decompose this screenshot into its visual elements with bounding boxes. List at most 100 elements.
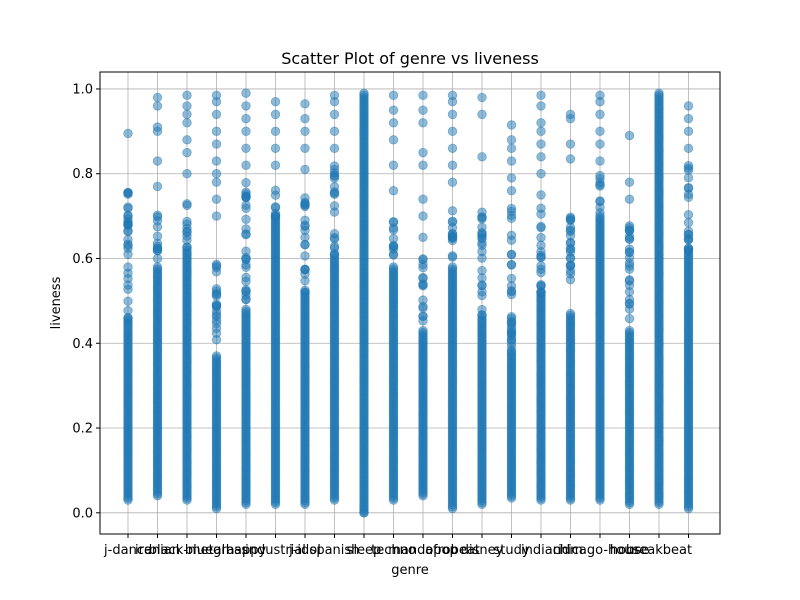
data-point: [270, 96, 281, 107]
data-point: [300, 164, 310, 175]
data-point: [624, 287, 635, 297]
series-indian: [536, 90, 546, 505]
data-point: [388, 90, 399, 101]
data-point: [241, 229, 251, 239]
data-point: [536, 250, 546, 261]
y-tick-label: 1.0: [72, 82, 93, 97]
data-point: [270, 126, 281, 137]
data-point: [182, 109, 192, 120]
data-point: [329, 250, 340, 260]
data-point: [152, 253, 163, 264]
data-point: [241, 126, 251, 137]
x-axis-label: genre: [391, 563, 429, 578]
data-point: [123, 203, 133, 214]
data-point: [536, 222, 546, 233]
data-point: [418, 105, 428, 115]
data-point: [329, 109, 340, 120]
data-point: [300, 126, 310, 137]
data-point: [565, 261, 576, 271]
data-point: [447, 206, 458, 216]
data-point: [388, 105, 399, 115]
data-point: [477, 214, 487, 224]
data-point: [152, 222, 163, 232]
data-point: [152, 210, 163, 221]
data-point: [683, 101, 694, 111]
data-point: [300, 193, 310, 203]
data-point: [477, 246, 487, 257]
data-point: [152, 262, 163, 272]
data-point: [182, 147, 192, 158]
data-point: [388, 233, 399, 244]
data-point: [447, 143, 458, 153]
data-point: [152, 101, 163, 111]
data-point: [300, 285, 310, 296]
data-point: [241, 262, 251, 273]
data-point: [152, 231, 163, 241]
data-point: [565, 213, 576, 224]
data-point: [536, 118, 546, 128]
series-disney: [477, 92, 487, 510]
data-point: [683, 113, 694, 124]
y-tick-label: 0.8: [72, 167, 93, 182]
data-point: [506, 156, 517, 166]
data-point: [270, 190, 281, 200]
x-ticks: j-danceiranianblack-metalbluegrasshappyi…: [103, 534, 692, 558]
data-point: [595, 156, 605, 166]
data-point: [536, 152, 546, 162]
data-point: [536, 90, 546, 101]
data-point: [418, 160, 428, 170]
series-afrobeat: [447, 90, 458, 514]
data-point: [624, 225, 635, 235]
series-bluegrass: [211, 90, 222, 514]
data-point: [624, 299, 635, 309]
data-point: [152, 246, 163, 256]
data-point: [683, 173, 694, 183]
data-point: [565, 237, 576, 248]
data-point: [624, 313, 635, 324]
data-point: [418, 118, 428, 128]
scatter-points: [123, 88, 694, 518]
data-point: [536, 267, 546, 278]
data-point: [270, 143, 281, 153]
data-point: [300, 113, 310, 124]
data-point: [329, 207, 340, 217]
data-point: [241, 287, 251, 297]
data-point: [329, 173, 340, 183]
y-tick-label: 0.6: [72, 252, 93, 267]
data-point: [418, 295, 428, 305]
data-point: [595, 202, 605, 213]
data-point: [241, 246, 251, 256]
data-point: [123, 305, 133, 316]
data-point: [565, 226, 576, 236]
data-point: [447, 177, 458, 187]
data-point: [477, 152, 487, 162]
data-point: [329, 126, 340, 137]
series-iranian: [152, 92, 163, 501]
data-point: [477, 233, 487, 243]
series-spanish: [329, 90, 340, 505]
data-point: [241, 214, 251, 225]
series-j-idol: [300, 99, 310, 510]
data-point: [388, 262, 399, 272]
data-point: [270, 160, 281, 170]
data-point: [182, 135, 192, 145]
data-point: [624, 194, 635, 204]
data-point: [506, 143, 517, 153]
data-point: [565, 247, 576, 257]
data-point: [447, 160, 458, 170]
data-point: [388, 185, 399, 196]
data-point: [300, 269, 310, 279]
data-point: [270, 109, 281, 120]
data-point: [182, 199, 192, 209]
data-point: [683, 234, 694, 245]
data-point: [300, 232, 310, 242]
data-point: [624, 325, 635, 336]
data-point: [211, 177, 222, 187]
data-point: [329, 241, 340, 252]
data-point: [359, 88, 369, 98]
data-point: [418, 232, 428, 243]
series-happy: [241, 88, 251, 510]
data-point: [241, 143, 251, 153]
data-point: [506, 338, 517, 348]
